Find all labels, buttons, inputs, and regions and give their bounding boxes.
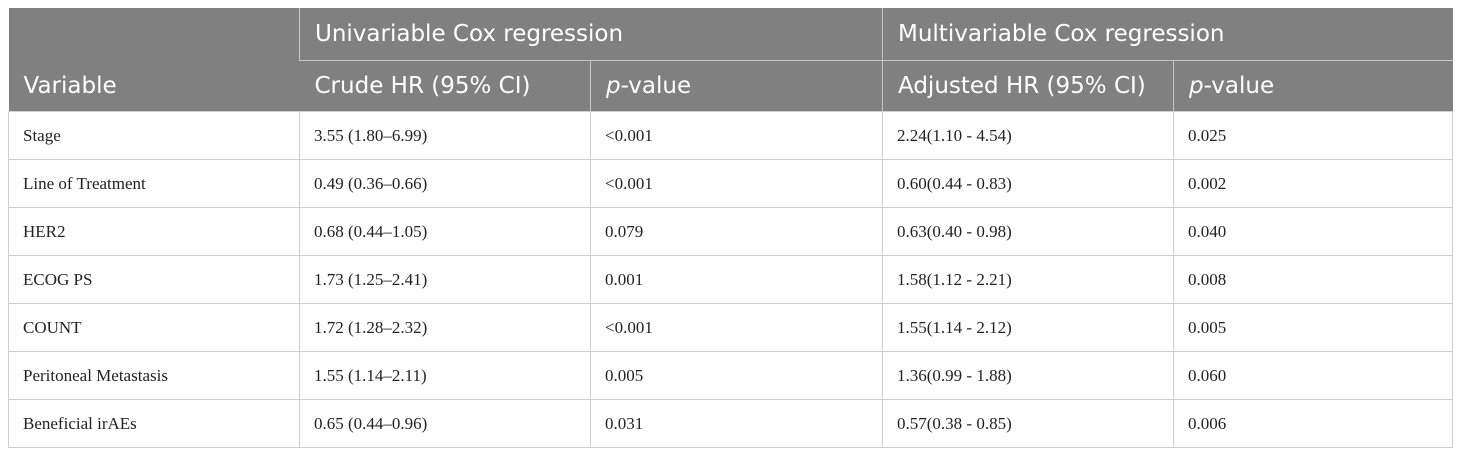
table-row: Peritoneal Metastasis 1.55 (1.14–2.11) 0.0… bbox=[8, 351, 1454, 400]
table-body: Stage 3.55 (1.80–6.99) <0.001 2.24(1.10 - 4… bbox=[8, 111, 1454, 448]
table-cell: Beneficial irAEs bbox=[8, 399, 300, 448]
table-cell: 0.002 bbox=[1172, 159, 1454, 208]
table-cell: 0.025 bbox=[1172, 111, 1454, 160]
header-row: Crude HR (95% CI) p-value Adjusted HR (9… bbox=[9, 60, 1453, 112]
table-cell: 0.008 bbox=[1172, 255, 1454, 304]
table-cell: ECOG PS bbox=[8, 255, 300, 304]
table-cell: 0.005 bbox=[590, 351, 883, 400]
table-cell: 1.55 (1.14–2.11) bbox=[299, 351, 591, 400]
table-row: COUNT 1.72 (1.28–2.32) <0.001 1.55(1.14 - 2… bbox=[8, 303, 1454, 352]
table-cell: 0.65 (0.44–0.96) bbox=[299, 399, 591, 448]
header-cell: Crude HR (95% CI) bbox=[299, 60, 591, 112]
table-cell: 0.006 bbox=[1172, 399, 1454, 448]
table-cell: 3.55 (1.80–6.99) bbox=[299, 111, 591, 160]
table-cell: 0.040 bbox=[1172, 207, 1454, 256]
table-cell: 1.58(1.12 - 2.21) bbox=[882, 255, 1174, 304]
table-cell: 0.001 bbox=[590, 255, 883, 304]
header-row: Variable Univariable Cox regression Mult… bbox=[8, 8, 1453, 112]
table-cell: COUNT bbox=[8, 303, 300, 352]
table-cell: <0.001 bbox=[590, 111, 883, 160]
table-cell: <0.001 bbox=[590, 303, 883, 352]
table-cell: 1.72 (1.28–2.32) bbox=[299, 303, 591, 352]
table-row: HER2 0.68 (0.44–1.05) 0.079 0.63(0.40 - 0.9… bbox=[8, 207, 1454, 256]
table-cell: 2.24(1.10 - 4.54) bbox=[882, 111, 1174, 160]
table-row: Stage 3.55 (1.80–6.99) <0.001 2.24(1.10 - 4… bbox=[8, 111, 1454, 160]
results-table: Variable Univariable Cox regression Mult… bbox=[8, 8, 1454, 448]
header-cell: Variable bbox=[8, 8, 300, 112]
table-cell: 0.60(0.44 - 0.83) bbox=[882, 159, 1174, 208]
table-cell: Line of Treatment bbox=[8, 159, 300, 208]
group-header: Multivariable Cox regression bbox=[881, 8, 1453, 61]
group-header: Univariable Cox regression bbox=[299, 8, 883, 61]
table-cell: <0.001 bbox=[590, 159, 883, 208]
table-cell: 0.005 bbox=[1172, 303, 1454, 352]
table-cell: HER2 bbox=[8, 207, 300, 256]
table-cell: 0.63(0.40 - 0.98) bbox=[882, 207, 1174, 256]
table-cell: 1.36(0.99 - 1.88) bbox=[882, 351, 1174, 400]
table-cell: 0.079 bbox=[590, 207, 883, 256]
table-cell: 1.73 (1.25–2.41) bbox=[299, 255, 591, 304]
table-cell: Stage bbox=[8, 111, 300, 160]
table-cell: Peritoneal Metastasis bbox=[8, 351, 300, 400]
header-cell: Adjusted HR (95% CI) bbox=[882, 60, 1174, 112]
header-cell: p-value bbox=[1172, 60, 1453, 112]
table-cell: 1.55(1.14 - 2.12) bbox=[882, 303, 1174, 352]
table-cell: 0.49 (0.36–0.66) bbox=[299, 159, 591, 208]
header-cell: p-value bbox=[590, 60, 883, 112]
table-row: Line of Treatment 0.49 (0.36–0.66) <0.001 0… bbox=[8, 159, 1454, 208]
table-cell: 0.57(0.38 - 0.85) bbox=[882, 399, 1174, 448]
table-row: ECOG PS 1.73 (1.25–2.41) 0.001 1.58(1.12 - … bbox=[8, 255, 1454, 304]
table-cell: 0.68 (0.44–1.05) bbox=[299, 207, 591, 256]
table-cell: 0.031 bbox=[590, 399, 883, 448]
table-row: Beneficial irAEs 0.65 (0.44–0.96) 0.031 0.5… bbox=[8, 399, 1454, 448]
table-cell: 0.060 bbox=[1172, 351, 1454, 400]
